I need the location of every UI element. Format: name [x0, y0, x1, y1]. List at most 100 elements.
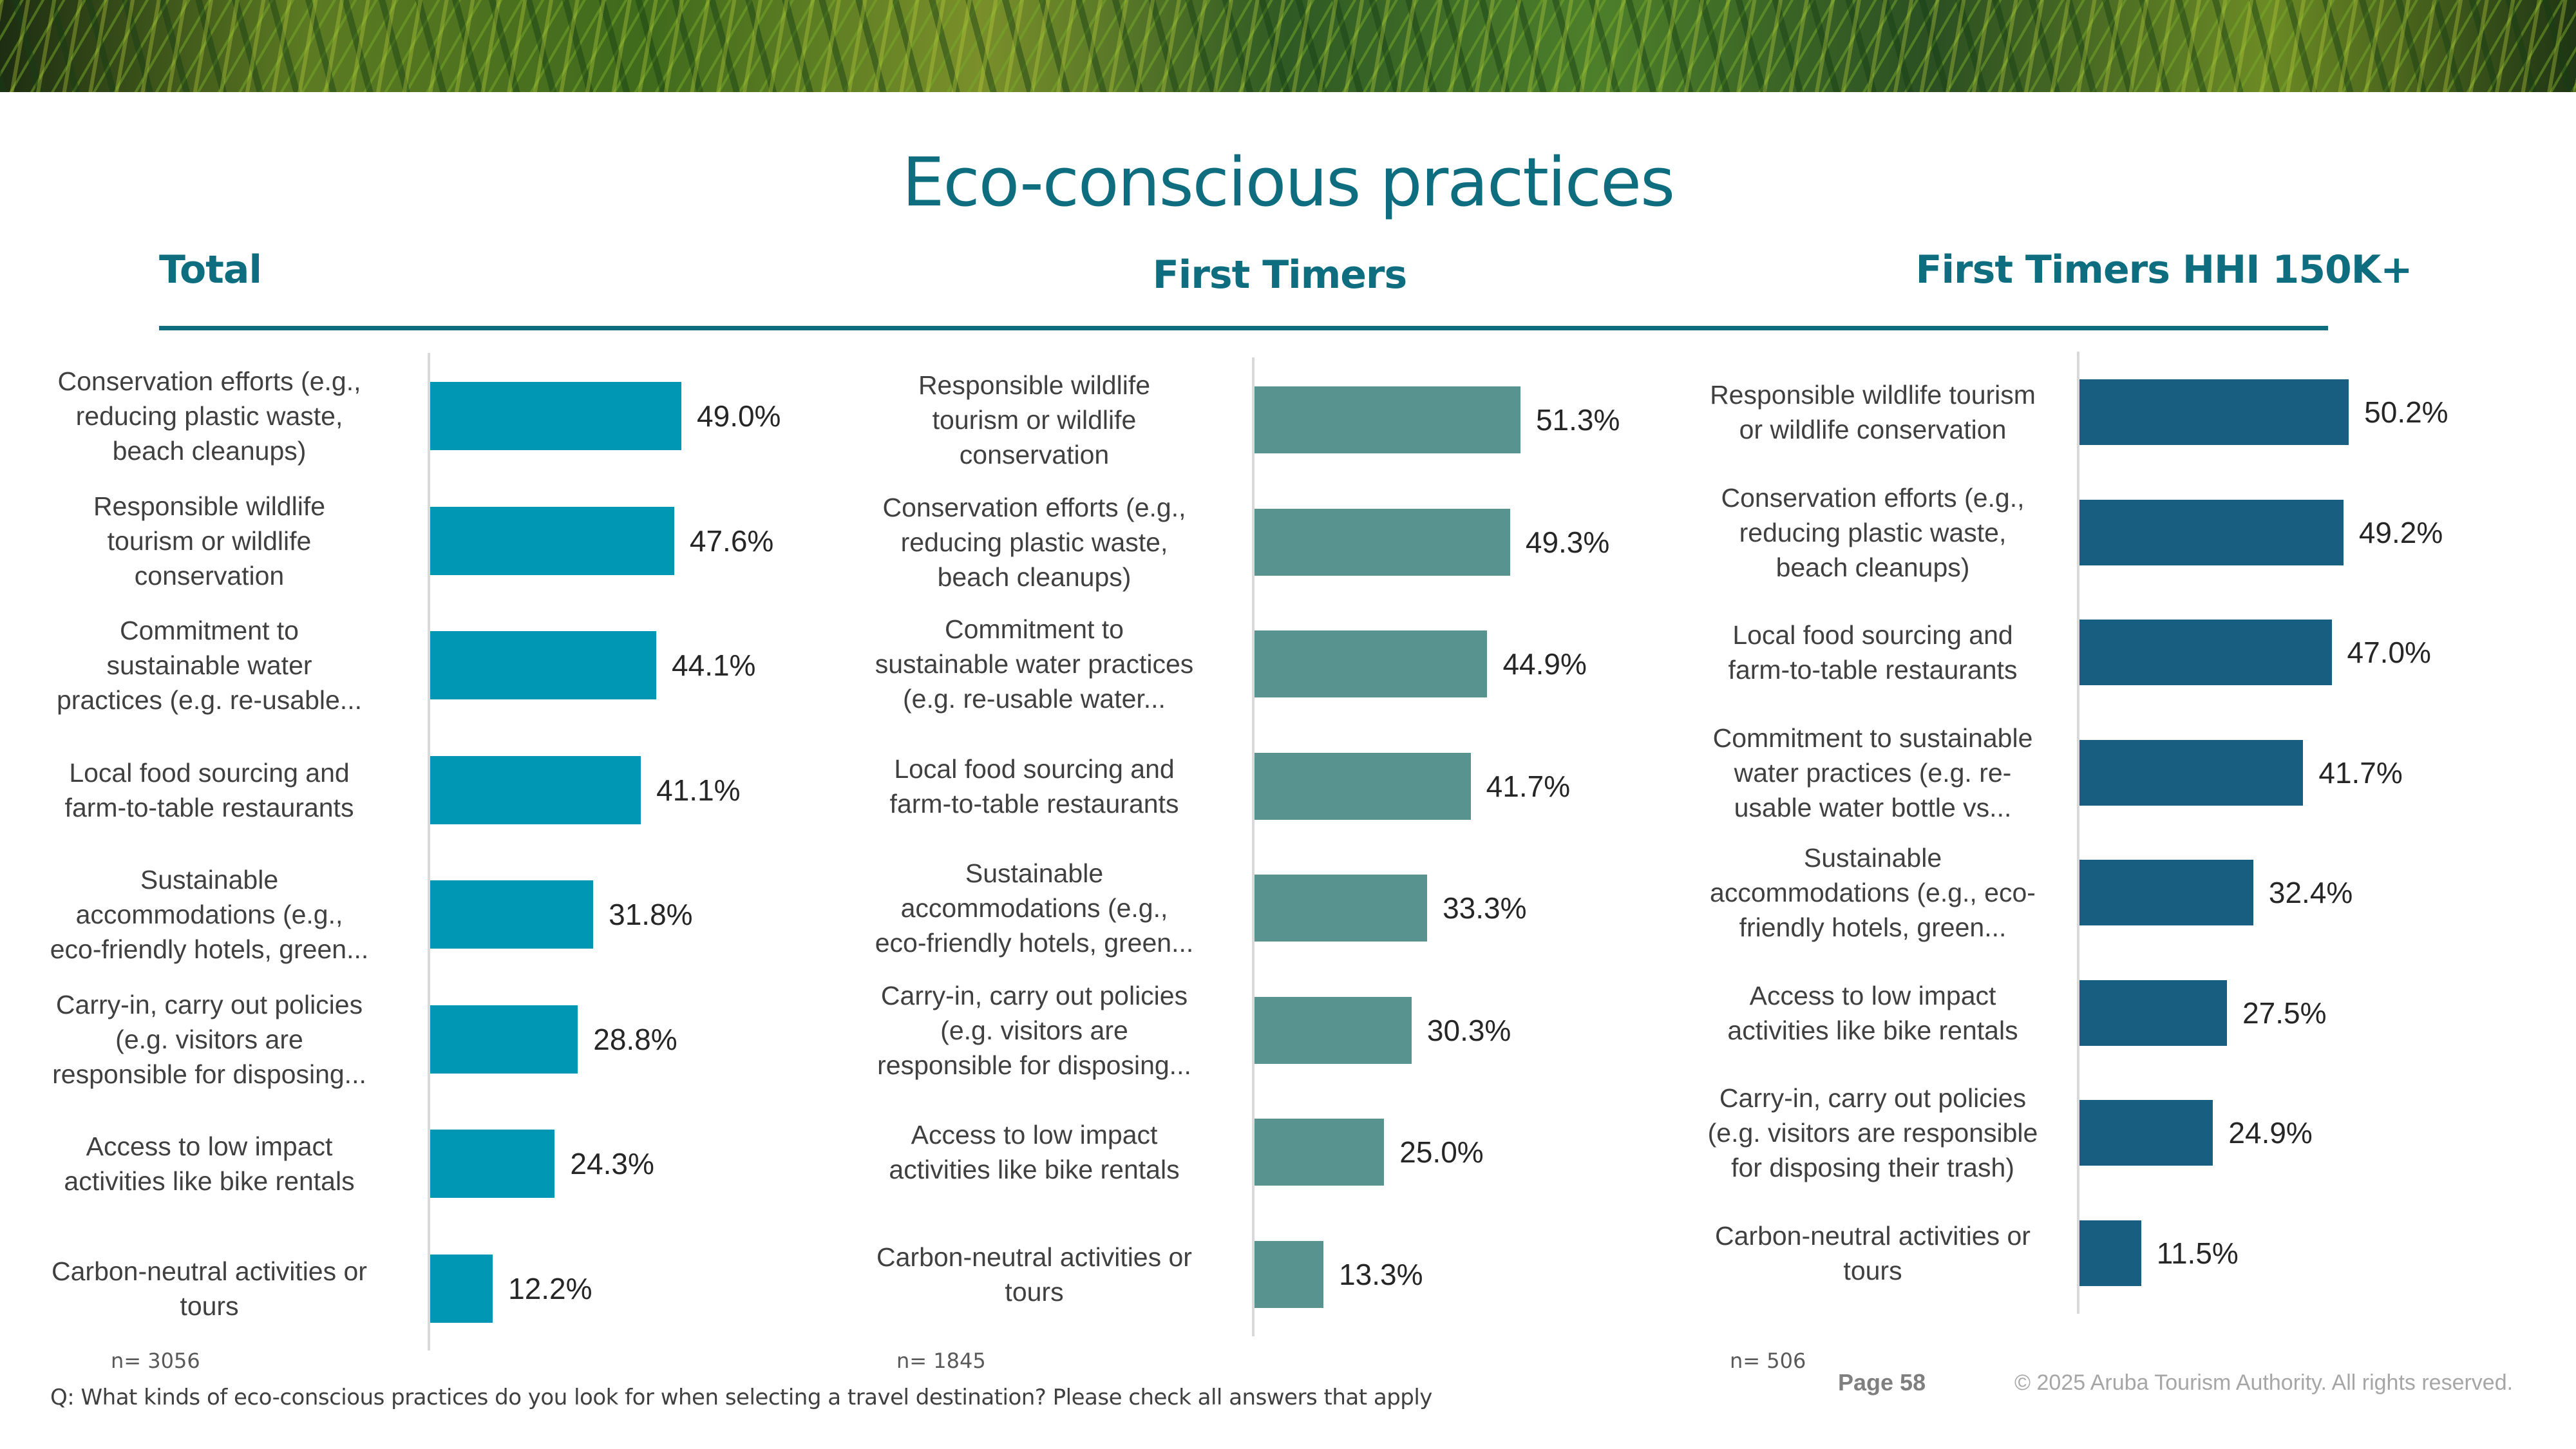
bar-first-timers-2 — [1255, 508, 1510, 576]
category-label-first-timers-6: Carry-in, carry out policies (e.g. visito… — [841, 978, 1227, 1083]
category-label-line: Access to low impact — [1749, 980, 1996, 1010]
category-label-line: farm-to-table restaurants — [64, 792, 354, 822]
category-label-total-8: Carbon-neutral activities or tours — [16, 1254, 402, 1323]
category-label-first-timers-2: Conservation efforts (e.g., reducing plas… — [841, 490, 1227, 594]
category-label-hhi-6: Access to low impact activities like bike… — [1692, 978, 2053, 1048]
category-label-line: Sustainable — [965, 858, 1104, 888]
category-label-total-2: Responsible wildlife tourism or wildlife c… — [16, 489, 402, 593]
value-label-total-7: 24.3% — [570, 1147, 654, 1180]
category-label-line: (e.g. visitors are — [940, 1015, 1128, 1045]
category-label-total-3: Commitment to sustainable water practices … — [16, 613, 402, 717]
category-label-line: conservation — [959, 440, 1110, 469]
category-label-line: conservation — [134, 560, 285, 591]
survey-question: Q: What kinds of eco-conscious practices… — [50, 1385, 1432, 1410]
category-label-line: sustainable water — [106, 650, 312, 680]
value-label-first-timers-1: 51.3% — [1535, 403, 1620, 437]
category-label-line: (e.g. visitors are responsible — [1707, 1118, 2038, 1148]
category-label-line: beach cleanups) — [112, 436, 307, 466]
value-label-hhi-3: 47.0% — [2347, 636, 2431, 669]
bar-total-1 — [430, 382, 682, 450]
category-label-line: Responsible wildlife — [93, 491, 326, 521]
copyright: © 2025 Aruba Tourism Authority. All righ… — [2014, 1370, 2514, 1395]
category-label-hhi-2: Conservation efforts (e.g., reducing plas… — [1692, 480, 2053, 585]
category-label-line: Conservation efforts (e.g., — [1721, 482, 2025, 513]
category-label-line: eco-friendly hotels, green... — [875, 928, 1194, 958]
category-label-line: Conservation efforts (e.g., — [882, 492, 1186, 522]
category-axis-total — [428, 353, 430, 1350]
bar-first-timers-8 — [1255, 1240, 1324, 1308]
category-label-line: for disposing their trash) — [1731, 1153, 2014, 1182]
category-label-first-timers-8: Carbon-neutral activities or tours — [841, 1240, 1227, 1309]
value-label-total-4: 41.1% — [656, 773, 741, 807]
value-label-first-timers-8: 13.3% — [1339, 1257, 1423, 1291]
category-label-line: Responsible wildlife tourism — [1710, 380, 2036, 410]
category-label-hhi-4: Commitment to sustainable water practices… — [1692, 721, 2053, 825]
category-label-line: tourism or wildlife — [932, 405, 1137, 435]
bar-first-timers-5 — [1255, 875, 1428, 942]
category-label-line: Commitment to — [945, 614, 1124, 644]
category-label-line: reducing plastic waste, — [75, 401, 343, 431]
category-label-total-7: Access to low impact activities like bike… — [16, 1129, 402, 1198]
category-label-line: (e.g. re-usable water... — [903, 684, 1166, 714]
category-axis-first-timers — [1252, 357, 1255, 1336]
value-label-first-timers-7: 25.0% — [1399, 1135, 1484, 1169]
category-label-first-timers-1: Responsible wildlife tourism or wildlife c… — [841, 368, 1227, 472]
bar-first-timers-7 — [1255, 1119, 1385, 1186]
category-label-line: accommodations (e.g., — [900, 893, 1168, 923]
category-label-first-timers-5: Sustainable accommodations (e.g., eco-frie… — [841, 856, 1227, 960]
category-label-total-1: Conservation efforts (e.g., reducing plas… — [16, 364, 402, 468]
value-label-first-timers-2: 49.3% — [1525, 525, 1610, 559]
bar-total-2 — [430, 506, 674, 575]
value-label-total-6: 28.8% — [593, 1022, 677, 1056]
bar-total-3 — [430, 631, 657, 699]
category-label-line: (e.g. visitors are — [115, 1024, 303, 1054]
category-label-hhi-3: Local food sourcing and farm-to-table res… — [1692, 618, 2053, 687]
category-label-line: accommodations (e.g., eco- — [1710, 878, 2036, 907]
category-label-line: Commitment to sustainable — [1712, 723, 2033, 753]
page-number: Page 58 — [1838, 1369, 1926, 1396]
category-label-line: eco-friendly hotels, green... — [50, 934, 369, 964]
value-label-hhi-2: 49.2% — [2358, 515, 2443, 549]
category-label-line: beach cleanups) — [937, 562, 1132, 592]
category-label-line: Carry-in, carry out policies — [55, 989, 363, 1019]
bar-total-6 — [430, 1005, 578, 1074]
bar-hhi-8 — [2079, 1220, 2141, 1286]
bar-hhi-3 — [2079, 620, 2332, 685]
category-label-line: Carbon-neutral activities or — [52, 1256, 367, 1286]
value-label-total-2: 47.6% — [689, 524, 774, 558]
bar-first-timers-6 — [1255, 996, 1412, 1064]
value-label-total-3: 44.1% — [672, 649, 756, 682]
category-label-line: or wildlife conservation — [1739, 415, 2007, 444]
bar-hhi-4 — [2079, 739, 2304, 806]
bar-first-timers-1 — [1255, 386, 1520, 453]
page-title: Eco-conscious practices — [902, 143, 1675, 222]
category-label-line: water practices (e.g. re- — [1734, 757, 2012, 788]
category-label-total-4: Local food sourcing and farm-to-table res… — [16, 755, 402, 825]
bar-first-timers-4 — [1255, 752, 1471, 820]
category-label-line: friendly hotels, green... — [1739, 913, 2007, 942]
category-label-line: Carbon-neutral activities or — [1715, 1220, 2031, 1251]
header-divider — [159, 326, 2328, 330]
value-label-total-8: 12.2% — [508, 1271, 592, 1305]
bar-total-4 — [430, 755, 641, 824]
value-label-first-timers-4: 41.7% — [1486, 769, 1571, 803]
panel-header-total: Total — [159, 247, 262, 292]
value-label-hhi-5: 32.4% — [2268, 876, 2353, 909]
category-label-line: tours — [180, 1291, 239, 1321]
sample-size-first-timers: n= 1845 — [896, 1349, 986, 1373]
bar-hhi-2 — [2079, 499, 2344, 565]
category-label-total-6: Carry-in, carry out policies (e.g. visito… — [16, 987, 402, 1092]
category-label-line: Carry-in, carry out policies — [1719, 1083, 2027, 1113]
panel-header-first-timers: First Timers — [1152, 252, 1407, 298]
category-label-hhi-5: Sustainable accommodations (e.g., eco-fri… — [1692, 840, 2053, 945]
category-label-line: Conservation efforts (e.g., — [57, 366, 361, 396]
category-label-line: activities like bike rentals — [889, 1155, 1180, 1184]
category-label-line: usable water bottle vs... — [1734, 792, 2012, 822]
bar-hhi-7 — [2079, 1100, 2213, 1166]
category-axis-hhi — [2077, 352, 2079, 1314]
category-label-line: reducing plastic waste, — [900, 527, 1168, 557]
value-label-hhi-1: 50.2% — [2364, 395, 2448, 429]
category-label-line: tours — [1005, 1276, 1064, 1307]
category-label-line: responsible for disposing... — [877, 1050, 1191, 1080]
value-label-total-5: 31.8% — [609, 898, 693, 931]
